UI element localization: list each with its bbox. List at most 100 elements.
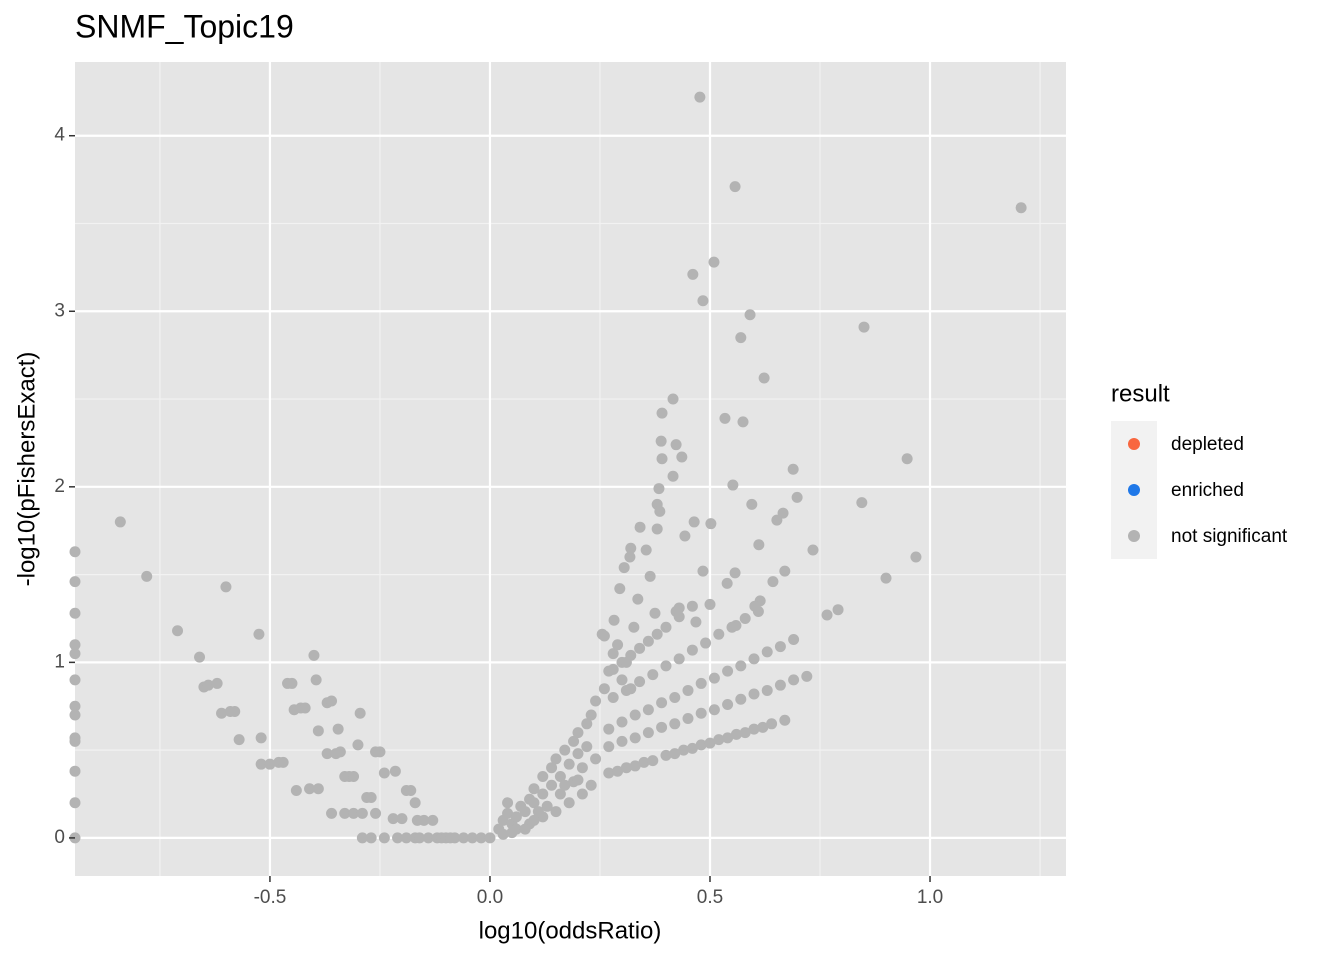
y-tick-label: 3: [54, 300, 65, 321]
point: [858, 321, 870, 333]
point: [727, 479, 739, 491]
point: [616, 716, 628, 728]
y-tick-label: 2: [54, 476, 65, 497]
point: [581, 741, 593, 753]
point: [608, 614, 620, 626]
legend-title: result: [1111, 380, 1170, 407]
legend: depleted enriched not significant: [1111, 421, 1288, 559]
point: [667, 470, 679, 482]
x-tick-label: 1.0: [917, 887, 943, 908]
point: [603, 665, 615, 677]
point: [653, 483, 665, 495]
point: [528, 797, 540, 809]
point: [660, 660, 672, 672]
x-tick-label: 0.0: [477, 887, 503, 908]
point: [779, 714, 791, 726]
point: [616, 735, 628, 747]
point: [697, 565, 709, 577]
point: [598, 630, 610, 642]
point: [614, 583, 626, 595]
point: [409, 797, 421, 809]
point: [568, 735, 580, 747]
point: [528, 814, 540, 826]
point: [69, 546, 81, 558]
point: [253, 628, 265, 640]
point: [370, 807, 382, 819]
point: [638, 756, 650, 768]
point: [744, 309, 756, 321]
point: [220, 581, 232, 593]
x-tick-label: -0.5: [254, 887, 287, 908]
point: [541, 800, 553, 812]
point: [708, 704, 720, 716]
point: [748, 723, 760, 735]
point: [550, 753, 562, 765]
point: [737, 416, 749, 428]
point: [255, 732, 267, 744]
point: [748, 688, 760, 700]
point: [458, 832, 470, 844]
point: [202, 679, 214, 691]
point: [537, 788, 549, 800]
point: [607, 691, 619, 703]
point: [69, 735, 81, 747]
point: [348, 770, 360, 782]
point: [502, 797, 514, 809]
point: [832, 604, 844, 616]
point: [625, 683, 637, 695]
point: [673, 611, 685, 623]
point: [656, 697, 668, 709]
point: [356, 807, 368, 819]
point: [378, 832, 390, 844]
point: [651, 523, 663, 535]
point: [788, 674, 800, 686]
point: [753, 539, 765, 551]
x-tick-label: 0.5: [697, 887, 723, 908]
point: [603, 741, 615, 753]
point: [708, 256, 720, 268]
point: [620, 762, 632, 774]
point: [502, 807, 514, 819]
point: [779, 565, 791, 577]
point: [590, 753, 602, 765]
point: [632, 593, 644, 605]
point: [255, 758, 267, 770]
point: [634, 676, 646, 688]
point: [387, 813, 399, 825]
point: [576, 788, 588, 800]
point: [739, 727, 751, 739]
point: [194, 651, 206, 663]
legend-label: enriched: [1171, 480, 1244, 501]
point: [856, 497, 868, 509]
point: [396, 813, 408, 825]
point: [722, 665, 734, 677]
point: [332, 723, 344, 735]
point: [546, 779, 558, 791]
point: [286, 677, 298, 689]
point: [554, 770, 566, 782]
point: [634, 521, 646, 533]
point: [704, 737, 716, 749]
point: [519, 806, 531, 818]
point: [607, 648, 619, 660]
point: [264, 758, 276, 770]
point: [642, 635, 654, 647]
point: [312, 725, 324, 737]
point: [590, 695, 602, 707]
point: [546, 762, 558, 774]
point: [705, 518, 717, 530]
point: [901, 453, 913, 465]
point: [669, 691, 681, 703]
point: [400, 832, 412, 844]
point: [660, 621, 672, 633]
point: [510, 811, 522, 823]
point: [554, 788, 566, 800]
point: [475, 832, 487, 844]
legend-key: [1128, 484, 1140, 496]
point: [704, 598, 716, 610]
point: [233, 734, 245, 746]
point: [1015, 202, 1027, 214]
point: [581, 718, 593, 730]
point: [642, 704, 654, 716]
